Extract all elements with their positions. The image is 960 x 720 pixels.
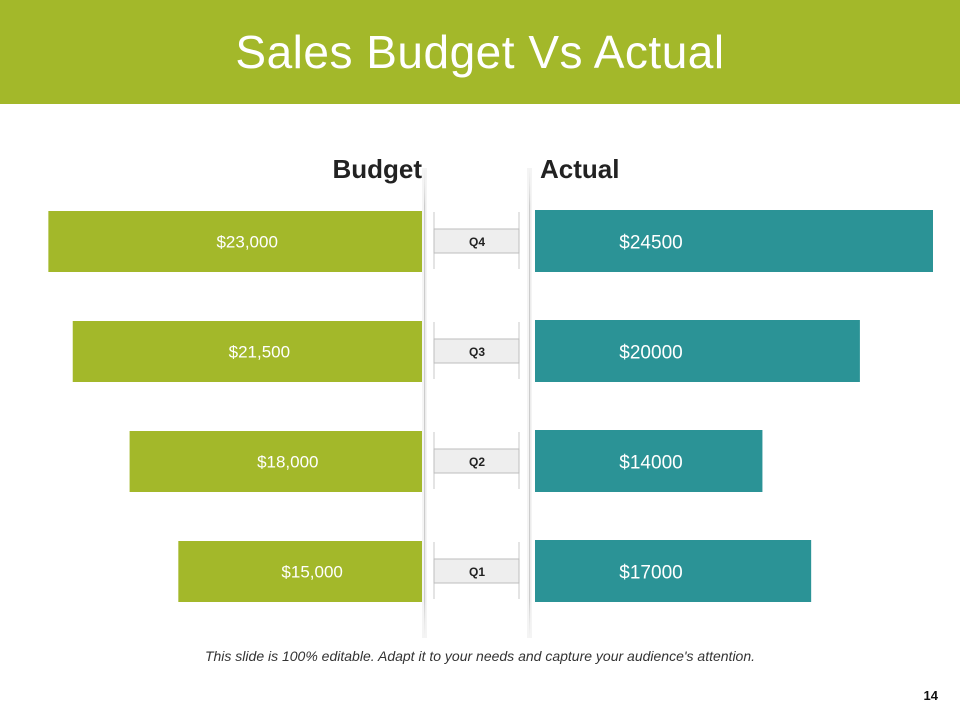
actual-value-label: $24500 xyxy=(619,233,682,254)
actual-bar-q3 xyxy=(535,320,860,382)
quarter-tick-label: Q2 xyxy=(469,455,485,469)
actual-value-label: $17000 xyxy=(619,563,682,584)
budget-bar-q2 xyxy=(129,431,422,492)
page-number: 14 xyxy=(923,688,938,703)
quarter-box xyxy=(433,228,520,254)
footnote: This slide is 100% editable. Adapt it to… xyxy=(204,648,756,664)
slide-title: Sales Budget Vs Actual xyxy=(235,26,725,78)
quarter-label-q4: Q4 xyxy=(433,212,520,269)
quarter-label-q3: Q3 xyxy=(433,322,520,379)
budget-value-label: $21,500 xyxy=(229,343,290,362)
actual-bar-q1 xyxy=(535,540,812,602)
divider-line-right xyxy=(529,168,531,638)
title-bar: Sales Budget Vs Actual xyxy=(0,0,960,104)
center-dividers xyxy=(422,168,532,638)
quarter-tick-label: Q1 xyxy=(469,565,485,579)
actual-value-label: $20000 xyxy=(619,343,682,364)
budget-bar-q3 xyxy=(72,321,423,382)
quarter-tick-label: Q4 xyxy=(469,235,485,249)
budget-bar-q1 xyxy=(178,541,422,602)
actual-bar-q4 xyxy=(535,210,933,272)
quarter-box xyxy=(433,448,520,474)
quarter-box xyxy=(433,558,520,584)
budget-value-label: $18,000 xyxy=(257,453,318,472)
quarter-box xyxy=(433,338,520,364)
quarter-label-q1: Q1 xyxy=(433,542,520,599)
budget-value-label: $23,000 xyxy=(216,233,277,252)
quarter-tick-label: Q3 xyxy=(469,345,485,359)
budget-value-label: $15,000 xyxy=(281,563,342,582)
budget-bar-q4 xyxy=(48,211,423,272)
budget-column-header: Budget xyxy=(332,154,422,184)
quarter-label-q2: Q2 xyxy=(433,432,520,489)
actual-value-label: $14000 xyxy=(619,453,682,474)
actual-bar-q2 xyxy=(535,430,763,492)
divider-line-left xyxy=(424,168,426,638)
actual-column-header: Actual xyxy=(540,154,620,184)
